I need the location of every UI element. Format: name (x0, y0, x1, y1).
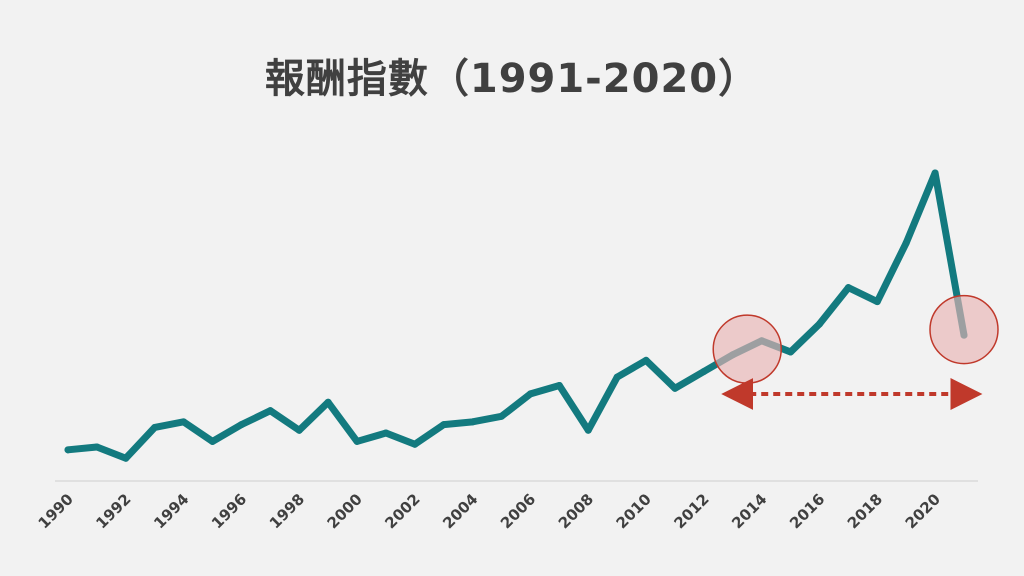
data-point-1991 (93, 443, 101, 451)
x-tick-label-1996: 1996 (208, 490, 250, 532)
data-point-2007 (555, 382, 563, 390)
data-point-1997 (266, 407, 274, 415)
data-point-2012 (700, 368, 708, 376)
x-tick-label-2000: 2000 (324, 490, 366, 532)
data-point-1995 (209, 437, 217, 445)
data-point-1998 (295, 426, 303, 434)
data-point-2018 (873, 298, 881, 306)
data-point-2008 (584, 426, 592, 434)
data-point-2004 (469, 418, 477, 426)
x-tick-label-2010: 2010 (613, 490, 655, 532)
data-point-2019 (902, 239, 910, 247)
x-tick-label-1992: 1992 (92, 490, 134, 532)
x-tick-label-2018: 2018 (844, 490, 886, 532)
data-point-2000 (353, 437, 361, 445)
data-point-2006 (526, 390, 534, 398)
data-point-1999 (324, 398, 332, 406)
x-tick-label-1998: 1998 (266, 490, 308, 532)
x-tick-label-2002: 2002 (381, 490, 423, 532)
data-point-2002 (411, 440, 419, 448)
data-point-2020 (931, 169, 939, 177)
highlight-circle-2 (929, 294, 999, 365)
x-tick-label-2016: 2016 (786, 490, 828, 532)
x-tick-label-2014: 2014 (728, 490, 770, 532)
x-tick-label-2006: 2006 (497, 490, 539, 532)
highlight-circle-1 (712, 314, 782, 384)
data-point-1990 (64, 446, 72, 454)
data-point-2016 (815, 320, 823, 328)
x-tick-label-2020: 2020 (902, 490, 944, 532)
x-tick-label-2012: 2012 (670, 490, 712, 532)
data-point-2009 (613, 373, 621, 381)
x-tick-label-2008: 2008 (555, 490, 597, 532)
data-point-1994 (180, 418, 188, 426)
data-point-1993 (151, 423, 159, 431)
data-point-2005 (498, 412, 506, 420)
data-point-1992 (122, 454, 130, 462)
x-tick-label-1994: 1994 (150, 490, 192, 532)
data-point-1996 (237, 421, 245, 429)
x-tick-label-2004: 2004 (439, 490, 481, 532)
data-point-2015 (787, 348, 795, 356)
data-point-2001 (382, 429, 390, 437)
data-point-2017 (844, 284, 852, 292)
data-point-2003 (440, 421, 448, 429)
data-point-2010 (642, 356, 650, 364)
data-point-2011 (671, 384, 679, 392)
series-line-0 (64, 169, 968, 462)
chart-title: 報酬指數（1991-2020） (264, 56, 760, 102)
x-tick-label-1990: 1990 (35, 490, 77, 532)
